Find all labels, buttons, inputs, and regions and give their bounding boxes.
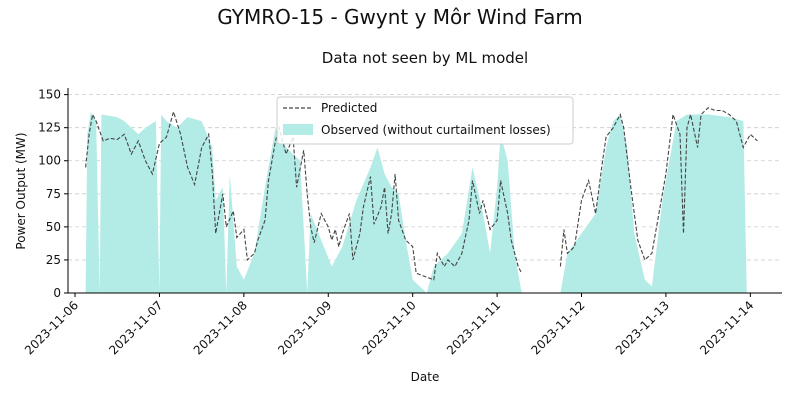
y-tick-label: 25 (46, 253, 61, 267)
axes (67, 88, 782, 294)
x-tick-label: 2023-11-13 (613, 298, 672, 357)
y-tick-label: 75 (46, 187, 61, 201)
x-tick-label: 2023-11-08 (191, 298, 250, 357)
y-tick-label: 125 (38, 121, 61, 135)
x-tick-label: 2023-11-09 (275, 298, 334, 357)
predicted-line-layer (85, 107, 758, 281)
x-tick-label: 2023-11-12 (528, 298, 587, 357)
chart-title: GYMRO-15 - Gwynt y Môr Wind Farm (217, 5, 583, 29)
y-axis-label: Power Output (MW) (14, 132, 28, 249)
y-tick-label: 100 (38, 154, 61, 168)
legend-label-predicted: Predicted (321, 101, 377, 115)
y-tick-label: 50 (46, 220, 61, 234)
legend-label-observed: Observed (without curtailment losses) (321, 123, 551, 137)
predicted-line (85, 109, 523, 281)
observed-area-layer (85, 111, 751, 293)
predicted-line (559, 107, 758, 267)
y-ticks: 0 25 50 75 100 125 150 (38, 88, 68, 300)
y-tick-label: 150 (38, 88, 61, 102)
x-tick-label: 2023-11-14 (697, 298, 756, 357)
legend: Predicted Observed (without curtailment … (276, 96, 574, 145)
x-tick-label: 2023-11-11 (444, 298, 503, 357)
chart-subtitle: Data not seen by ML model (322, 49, 528, 67)
legend-box (276, 96, 574, 145)
x-tick-label: 2023-11-06 (22, 298, 81, 357)
x-tick-label: 2023-11-07 (106, 298, 165, 357)
y-tick-label: 0 (53, 286, 61, 300)
legend-swatch-observed (283, 124, 313, 135)
observed-area (85, 111, 751, 293)
x-axis-label: Date (411, 370, 440, 384)
x-tick-label: 2023-11-10 (360, 298, 419, 357)
x-ticks: 2023-11-06 2023-11-07 2023-11-08 2023-11-09… (22, 293, 756, 357)
